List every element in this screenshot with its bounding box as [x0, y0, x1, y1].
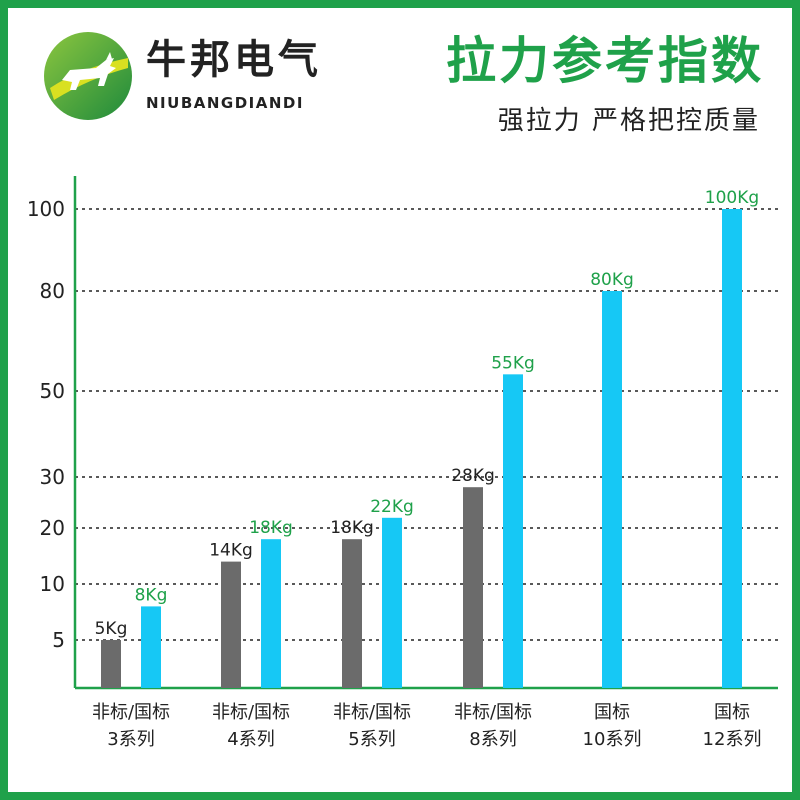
y-tick-label: 50 — [40, 379, 65, 403]
x-category-sublabel: 8系列 — [469, 729, 516, 750]
bar-standard — [261, 539, 281, 688]
data-label: 28Kg — [451, 466, 495, 486]
bull-logo-icon — [44, 32, 132, 120]
x-category-sublabel: 5系列 — [348, 729, 395, 750]
data-label: 5Kg — [95, 619, 128, 639]
y-tick-label: 80 — [40, 279, 65, 303]
x-category-sublabel: 10系列 — [583, 729, 642, 750]
bar-non-standard — [342, 539, 362, 688]
data-label: 18Kg — [249, 518, 293, 538]
x-category-label: 国标 — [594, 702, 630, 723]
data-label: 18Kg — [330, 518, 374, 538]
x-category-label: 国标 — [714, 702, 750, 723]
x-category-sublabel: 4系列 — [227, 729, 274, 750]
data-label: 14Kg — [209, 541, 253, 561]
bar-non-standard — [221, 561, 241, 688]
y-tick-label: 30 — [40, 465, 65, 489]
bar-standard — [141, 606, 161, 688]
y-tick-label: 100 — [27, 197, 65, 221]
brand-name: 牛邦电气 — [146, 37, 322, 83]
x-category-label: 非标/国标 — [454, 702, 532, 723]
brand-pinyin: NIUBANGDIANDI — [146, 94, 304, 112]
bar-standard — [382, 517, 402, 688]
bar-non-standard — [463, 487, 483, 688]
bar-standard — [602, 291, 622, 688]
bar-standard — [722, 209, 742, 688]
data-label: 22Kg — [370, 497, 414, 517]
x-category-label: 非标/国标 — [212, 702, 290, 723]
x-category-sublabel: 3系列 — [107, 729, 154, 750]
page-title: 拉力参考指数 — [446, 32, 764, 90]
x-category-label: 非标/国标 — [92, 702, 170, 723]
data-label: 55Kg — [491, 353, 535, 373]
y-tick-label: 5 — [52, 628, 65, 652]
page-subtitle: 强拉力 严格把控质量 — [497, 106, 760, 136]
data-label: 100Kg — [705, 188, 759, 208]
bar-non-standard — [101, 640, 121, 688]
y-tick-label: 10 — [40, 572, 65, 596]
data-label: 80Kg — [590, 270, 634, 290]
y-tick-label: 20 — [40, 516, 65, 540]
x-category-sublabel: 12系列 — [703, 729, 762, 750]
x-category-label: 非标/国标 — [333, 702, 411, 723]
data-label: 8Kg — [135, 585, 168, 605]
bar-standard — [503, 374, 523, 688]
